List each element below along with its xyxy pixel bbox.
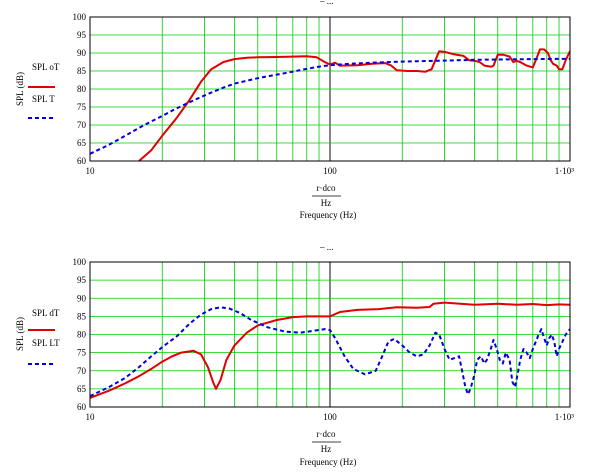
chart-2-y-ticks: 60 65 70 75 80 85 90 95 100 xyxy=(73,257,87,412)
chart-1-x-tick-1000: 1·10³ xyxy=(555,166,574,176)
chart-2-y-tick-label: 95 xyxy=(77,275,87,285)
chart-2-xlabel-top: r·dco xyxy=(317,429,336,439)
chart-2-legend-label-1: SPL dT xyxy=(32,308,60,318)
chart-2-y-tick-label: 100 xyxy=(73,257,87,267)
chart-1-series xyxy=(89,48,571,162)
chart-1-y-tick-label: 90 xyxy=(77,48,87,58)
chart-2-series xyxy=(89,301,571,399)
chart-2-ylabel: SPL (dB) xyxy=(15,317,25,351)
chart-1-y-ticks: 60 65 70 75 80 85 90 95 100 xyxy=(73,12,87,166)
chart-1-y-tick-label: 95 xyxy=(77,30,87,40)
chart-2-y-tick-label: 90 xyxy=(77,293,87,303)
chart-1-legend-label-1: SPL oT xyxy=(32,62,60,72)
chart-2-y-tick-label: 75 xyxy=(77,348,87,358)
chart-2-legend-label-2: SPL LT xyxy=(32,338,60,348)
chart-2-xlabel-unit: Hz xyxy=(321,444,332,454)
chart-2-y-tick-label: 85 xyxy=(77,311,87,321)
chart-2-frame xyxy=(89,261,571,408)
chart-1-series-1-line xyxy=(138,48,571,162)
chart-2-x-tick-10: 10 xyxy=(86,412,96,422)
chart-1-y-tick-label: 75 xyxy=(77,102,87,112)
chart-1-grid xyxy=(89,16,571,162)
chart-2-y-tick-label: 60 xyxy=(77,402,87,412)
chart-1-y-tick-label: 70 xyxy=(77,120,87,130)
chart-2-y-tick-label: 70 xyxy=(77,366,87,376)
chart-1-series-2-line xyxy=(89,57,571,155)
chart-1-y-tick-label: 80 xyxy=(77,84,87,94)
chart-2: – ... 60 65 70 75 80 85 90 95 100 10 100 1·10³ S… xyxy=(15,242,574,467)
chart-2-series-1-line xyxy=(89,301,571,399)
chart-2-title-mark: – ... xyxy=(319,242,334,252)
chart-1-legend-label-2: SPL T xyxy=(32,94,55,104)
chart-1-y-tick-label: 85 xyxy=(77,66,87,76)
chart-1-ylabel: SPL (dB) xyxy=(15,72,25,106)
chart-1-x-tick-100: 100 xyxy=(323,166,337,176)
chart-1-title-mark: – ... xyxy=(319,0,334,6)
chart-1-x-tick-10: 10 xyxy=(86,166,96,176)
chart-1-y-tick-label: 65 xyxy=(77,138,87,148)
chart-2-grid xyxy=(89,261,571,408)
chart-1-xlabel-unit: Hz xyxy=(321,198,332,208)
chart-1-y-tick-label: 100 xyxy=(73,12,87,22)
chart-2-y-tick-label: 80 xyxy=(77,330,87,340)
chart-1-xlabel: Frequency (Hz) xyxy=(300,210,357,220)
chart-2-y-tick-label: 65 xyxy=(77,384,87,394)
chart-1-xlabel-top: r·dco xyxy=(317,183,336,193)
chart-1: – ... 60 65 70 75 80 85 90 95 100 10 100 1·10³ S… xyxy=(15,0,574,220)
chart-1-y-tick-label: 60 xyxy=(77,156,87,166)
chart-2-x-tick-100: 100 xyxy=(323,412,337,422)
chart-2-x-tick-1000: 1·10³ xyxy=(555,412,574,422)
chart-1-frame xyxy=(89,16,571,162)
chart-2-xlabel: Frequency (Hz) xyxy=(300,457,357,467)
